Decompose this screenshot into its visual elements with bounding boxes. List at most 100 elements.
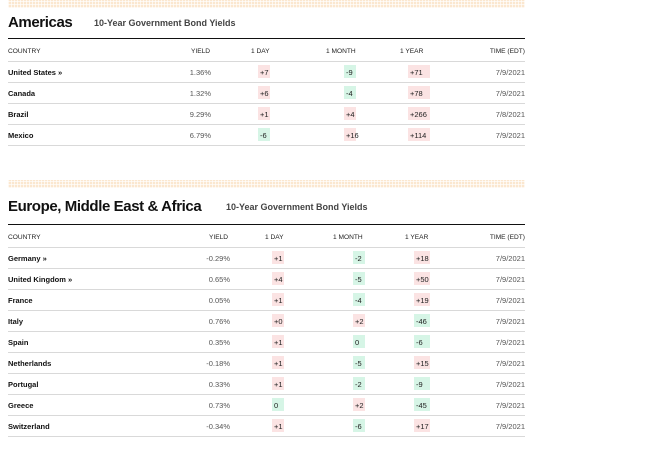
table-row[interactable]: Canada 1.32% +6 -4 +78 7/9/2021 xyxy=(8,82,525,103)
change-value: +4 xyxy=(346,110,355,119)
change-highlight xyxy=(272,419,284,432)
country-link[interactable]: Italy xyxy=(8,317,24,326)
yield-value: -0.29% xyxy=(206,254,230,263)
country-link[interactable]: Netherlands xyxy=(8,359,52,368)
change-highlight xyxy=(408,86,430,99)
country-link[interactable]: Germany » xyxy=(8,254,47,263)
table-row[interactable]: Switzerland -0.34% +1 -6 +17 7/9/2021 xyxy=(8,415,525,436)
timestamp: 7/9/2021 xyxy=(495,131,525,140)
timestamp: 7/9/2021 xyxy=(495,68,525,77)
change-1month: +2 xyxy=(353,314,365,327)
col-country: COUNTRY xyxy=(8,234,41,241)
yield-value: 1.32% xyxy=(189,89,211,98)
change-1month: -5 xyxy=(353,272,365,285)
table-row[interactable]: France 0.05% +1 -4 +19 7/9/2021 xyxy=(8,289,525,310)
change-highlight xyxy=(353,377,365,390)
yield-value: 6.79% xyxy=(189,131,211,140)
country-link[interactable]: Greece xyxy=(8,401,34,410)
change-1month: -2 xyxy=(353,377,365,390)
header-divider xyxy=(8,38,525,39)
change-1year: +18 xyxy=(414,251,430,264)
country-link[interactable]: United States » xyxy=(8,68,63,77)
col-1year: 1 YEAR xyxy=(400,48,424,55)
yield-value: 1.36% xyxy=(189,68,211,77)
change-value: -46 xyxy=(416,317,427,326)
col-time: TIME (EDT) xyxy=(489,234,525,241)
change-value: -2 xyxy=(355,380,362,389)
change-1month: -4 xyxy=(344,86,356,99)
change-value: +15 xyxy=(416,359,429,368)
timestamp: 7/9/2021 xyxy=(495,317,525,326)
change-highlight xyxy=(272,251,284,264)
table-row[interactable]: Mexico 6.79% -6 +16 +114 7/9/2021 xyxy=(8,124,525,145)
change-1day: +1 xyxy=(272,377,284,390)
col-yield: YIELD xyxy=(209,234,229,241)
change-1month: +16 xyxy=(344,128,359,141)
yield-table-americas: United States » 1.36% +7 -9 +71 7/9/2021 Canad… xyxy=(8,61,525,146)
change-highlight xyxy=(353,251,365,264)
country-link[interactable]: Mexico xyxy=(8,131,34,140)
col-time: TIME (EDT) xyxy=(489,48,525,55)
section-title: Europe, Middle East & Africa xyxy=(8,198,202,215)
change-1day: +0 xyxy=(272,314,284,327)
country-link[interactable]: Canada xyxy=(8,89,36,98)
change-value: +114 xyxy=(410,131,427,140)
yield-value: -0.18% xyxy=(206,359,230,368)
table-row[interactable]: United States » 1.36% +7 -9 +71 7/9/2021 xyxy=(8,61,525,82)
table-row[interactable]: Spain 0.35% +1 0 -6 7/9/2021 xyxy=(8,331,525,352)
table-row[interactable]: Portugal 0.33% +1 -2 -9 7/9/2021 xyxy=(8,373,525,394)
change-highlight xyxy=(272,377,284,390)
section-title: Americas xyxy=(8,14,73,31)
change-value: -4 xyxy=(346,89,353,98)
change-highlight xyxy=(414,398,430,411)
table-row[interactable]: Italy 0.76% +0 +2 -46 7/9/2021 xyxy=(8,310,525,331)
change-highlight xyxy=(414,377,430,390)
timestamp: 7/9/2021 xyxy=(495,296,525,305)
table-bottom-divider xyxy=(8,436,525,437)
change-highlight xyxy=(414,335,430,348)
country-link[interactable]: Switzerland xyxy=(8,422,50,431)
country-link[interactable]: France xyxy=(8,296,33,305)
change-highlight xyxy=(408,128,430,141)
change-highlight xyxy=(353,356,365,369)
change-1day: +4 xyxy=(272,272,284,285)
country-link[interactable]: Spain xyxy=(8,338,29,347)
change-value: +71 xyxy=(410,68,423,77)
table-row[interactable]: Brazil 9.29% +1 +4 +266 7/8/2021 xyxy=(8,103,525,124)
change-value: -4 xyxy=(355,296,362,305)
timestamp: 7/8/2021 xyxy=(495,110,525,119)
change-highlight xyxy=(353,272,365,285)
change-1day: +1 xyxy=(272,419,284,432)
yield-table-emea: Germany » -0.29% +1 -2 +18 7/9/2021 United Kin… xyxy=(8,247,525,437)
col-1month: 1 MONTH xyxy=(326,48,356,55)
country-link[interactable]: United Kingdom » xyxy=(8,275,73,284)
timestamp: 7/9/2021 xyxy=(495,401,525,410)
change-1day: 0 xyxy=(272,398,284,411)
change-1year: +15 xyxy=(414,356,430,369)
change-value: +7 xyxy=(260,68,269,77)
country-link[interactable]: Portugal xyxy=(8,380,39,389)
change-highlight xyxy=(408,65,430,78)
table-row[interactable]: Germany » -0.29% +1 -2 +18 7/9/2021 xyxy=(8,247,525,268)
decorative-band-top xyxy=(8,0,525,8)
change-highlight xyxy=(353,398,365,411)
table-row[interactable]: United Kingdom » 0.65% +4 -5 +50 7/9/2021 xyxy=(8,268,525,289)
yield-value: 0.33% xyxy=(208,380,230,389)
timestamp: 7/9/2021 xyxy=(495,254,525,263)
change-1day: +1 xyxy=(272,356,284,369)
change-highlight xyxy=(414,272,430,285)
change-1month: -9 xyxy=(344,65,356,78)
change-1day: -6 xyxy=(258,128,270,141)
change-value: -5 xyxy=(355,359,362,368)
change-value: 0 xyxy=(274,401,279,410)
table-row[interactable]: Greece 0.73% 0 +2 -45 7/9/2021 xyxy=(8,394,525,415)
yield-value: -0.34% xyxy=(206,422,230,431)
change-1month: +2 xyxy=(353,398,365,411)
country-link[interactable]: Brazil xyxy=(8,110,29,119)
change-value: +19 xyxy=(416,296,429,305)
header-divider xyxy=(8,224,525,225)
table-row[interactable]: Netherlands -0.18% +1 -5 +15 7/9/2021 xyxy=(8,352,525,373)
change-highlight xyxy=(414,419,430,432)
change-1year: +50 xyxy=(414,272,430,285)
change-highlight xyxy=(353,335,365,348)
